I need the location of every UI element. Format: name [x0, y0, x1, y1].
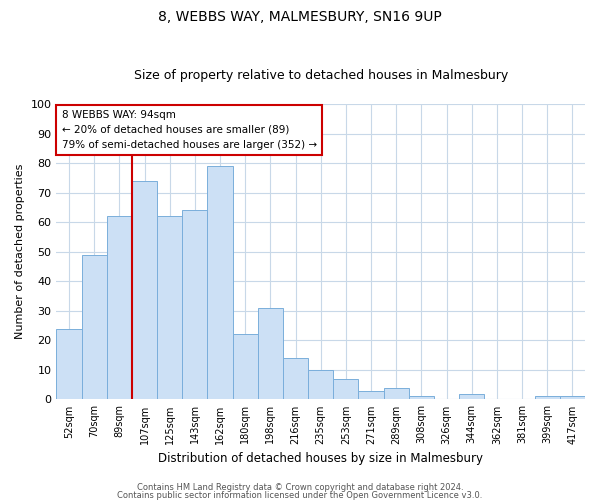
Bar [358, 390, 383, 400]
X-axis label: Distribution of detached houses by size in Malmesbury: Distribution of detached houses by size … [158, 452, 483, 465]
Bar [560, 396, 585, 400]
Y-axis label: Number of detached properties: Number of detached properties [15, 164, 25, 340]
Bar [535, 396, 560, 400]
Bar [56, 328, 82, 400]
Text: Contains public sector information licensed under the Open Government Licence v3: Contains public sector information licen… [118, 491, 482, 500]
Text: 8 WEBBS WAY: 94sqm
← 20% of detached houses are smaller (89)
79% of semi-detache: 8 WEBBS WAY: 94sqm ← 20% of detached hou… [62, 110, 317, 150]
Bar [233, 334, 258, 400]
Bar [333, 379, 358, 400]
Bar [107, 216, 132, 400]
Bar [409, 396, 434, 400]
Bar [132, 181, 157, 400]
Bar [383, 388, 409, 400]
Bar [208, 166, 233, 400]
Text: 8, WEBBS WAY, MALMESBURY, SN16 9UP: 8, WEBBS WAY, MALMESBURY, SN16 9UP [158, 10, 442, 24]
Bar [283, 358, 308, 400]
Bar [258, 308, 283, 400]
Text: Contains HM Land Registry data © Crown copyright and database right 2024.: Contains HM Land Registry data © Crown c… [137, 484, 463, 492]
Bar [182, 210, 208, 400]
Bar [157, 216, 182, 400]
Bar [82, 254, 107, 400]
Bar [308, 370, 333, 400]
Title: Size of property relative to detached houses in Malmesbury: Size of property relative to detached ho… [134, 69, 508, 82]
Bar [459, 394, 484, 400]
